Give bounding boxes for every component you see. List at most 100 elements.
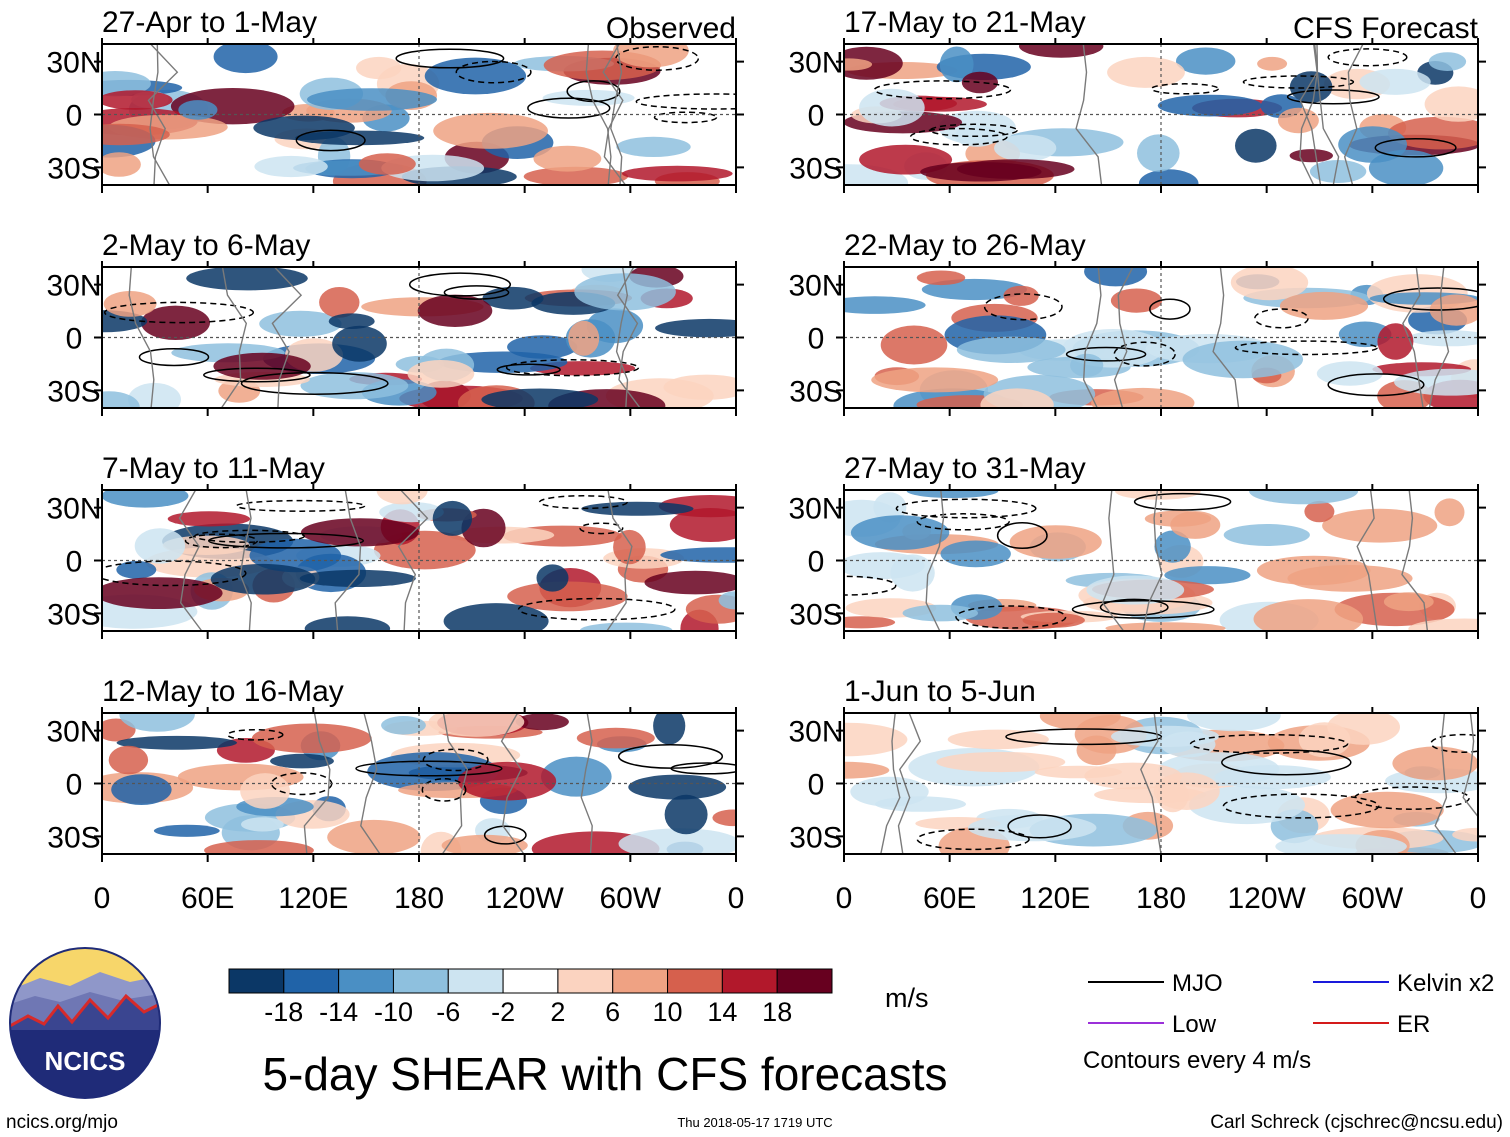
- shear-blob: [1277, 107, 1319, 134]
- panel-field: [102, 490, 736, 631]
- shear-blob: [111, 774, 172, 805]
- coastline: [500, 713, 525, 854]
- shear-blob: [1223, 524, 1310, 546]
- shear-blob: [1424, 86, 1478, 122]
- shear-blob: [1137, 134, 1180, 172]
- panel-field: [844, 267, 1478, 408]
- shear-blob: [358, 153, 416, 175]
- mjo-contour: [443, 285, 510, 300]
- shear-blob: [407, 360, 475, 388]
- shear-blob: [1368, 149, 1444, 185]
- lon-tick-label: 0: [728, 882, 745, 915]
- shear-blob: [1428, 52, 1467, 71]
- shear-blob: [576, 727, 655, 749]
- coastline: [925, 490, 945, 631]
- mjo-contour: [1005, 728, 1163, 746]
- mjo-contour: [355, 760, 503, 777]
- shear-blob: [939, 46, 974, 83]
- lat-tick-label: 30N: [788, 493, 843, 526]
- lat-tick-label: 30S: [47, 821, 100, 854]
- shear-blob: [102, 490, 189, 508]
- shear-blob: [213, 44, 278, 74]
- mjo-contour: [240, 371, 389, 395]
- mjo-contour: [455, 60, 532, 84]
- shear-blob: [980, 388, 1054, 408]
- shear-blob: [947, 729, 1049, 750]
- shear-blob: [533, 145, 602, 172]
- shear-blob: [167, 511, 251, 527]
- shear-blob: [1235, 128, 1277, 163]
- mjo-contour: [1222, 793, 1380, 819]
- shear-blob: [1070, 353, 1104, 377]
- mjo-contour: [1374, 137, 1457, 158]
- lon-tick-label: 120W: [1227, 882, 1306, 915]
- shear-blob: [1105, 622, 1226, 631]
- mjo-contour: [1382, 287, 1478, 311]
- panel: 30N 0 30S 17-May to 21-May CFS Forecast: [788, 6, 1486, 193]
- shear-blob: [660, 547, 736, 563]
- colorbar-tick-label: -18: [264, 997, 303, 1027]
- shear-blob: [902, 604, 978, 622]
- lon-tick-label: 120E: [1020, 882, 1090, 915]
- coastline: [602, 44, 627, 185]
- shear-blob: [210, 563, 316, 595]
- mjo-contour: [538, 495, 628, 510]
- lon-tick-label: 120E: [278, 882, 348, 915]
- shear-blob: [1383, 592, 1434, 612]
- shear-blob: [1322, 508, 1438, 543]
- shear-blob: [332, 325, 387, 362]
- shear-blob: [1304, 500, 1335, 523]
- lat-tick-label: 30N: [788, 716, 843, 749]
- mjo-contour: [916, 513, 1010, 531]
- shear-blob: [301, 518, 420, 547]
- shear-blob: [1289, 149, 1334, 163]
- shear-blob: [616, 136, 691, 157]
- mjo-contour: [421, 778, 467, 802]
- shear-blob: [581, 501, 694, 516]
- shear-blob: [1009, 525, 1102, 559]
- shear-blob: [844, 296, 926, 314]
- shear-blob: [1359, 68, 1431, 95]
- figure-title: 5-day SHEAR with CFS forecasts: [262, 1048, 947, 1100]
- logo-text: NCICS: [45, 1046, 126, 1076]
- shear-blob: [1249, 490, 1359, 505]
- contour-note: Contours every 4 m/s: [1083, 1047, 1311, 1074]
- colorbar-tick-label: -10: [374, 997, 413, 1027]
- lat-tick-label: 0: [808, 323, 825, 356]
- shear-blob: [844, 722, 908, 757]
- shear-blob: [1138, 169, 1199, 185]
- colorbar-swatch: [228, 968, 285, 994]
- mjo-contour: [955, 605, 1067, 629]
- panel-title: 27-May to 31-May: [844, 452, 1086, 485]
- mjo-contour: [496, 363, 561, 376]
- shear-blob: [574, 273, 676, 311]
- mjo-contour: [505, 359, 640, 377]
- colorbar-tick-label: 18: [762, 997, 792, 1027]
- shear-blob: [618, 828, 736, 854]
- lat-tick-label: 0: [66, 769, 83, 802]
- shear-blob: [622, 165, 733, 182]
- mjo-contour: [1133, 492, 1232, 511]
- shear-blob: [542, 89, 635, 106]
- shear-blob: [936, 751, 1066, 773]
- shear-blob: [844, 46, 903, 80]
- colorbar-swatch: [721, 968, 778, 994]
- shear-blob: [240, 773, 290, 809]
- shear-blob: [307, 88, 437, 111]
- panel-field: [844, 713, 1478, 854]
- shear-blob: [880, 325, 948, 365]
- mjo-contour: [1149, 298, 1191, 320]
- colorbar-swatch: [612, 968, 669, 994]
- lon-tick-label: 60E: [181, 882, 234, 915]
- shear-blob: [376, 490, 428, 505]
- shear-blob: [443, 603, 549, 631]
- lat-tick-label: 30S: [789, 821, 842, 854]
- panel: 30N 0 30S 2-May to 6-May: [46, 229, 744, 416]
- mjo-contour: [422, 748, 489, 772]
- coastline: [1462, 713, 1478, 818]
- shear-blob: [644, 570, 736, 595]
- mjo-contour: [226, 728, 284, 741]
- coastline: [334, 490, 362, 631]
- lat-tick-label: 30N: [46, 47, 101, 80]
- mjo-contour: [1150, 83, 1220, 95]
